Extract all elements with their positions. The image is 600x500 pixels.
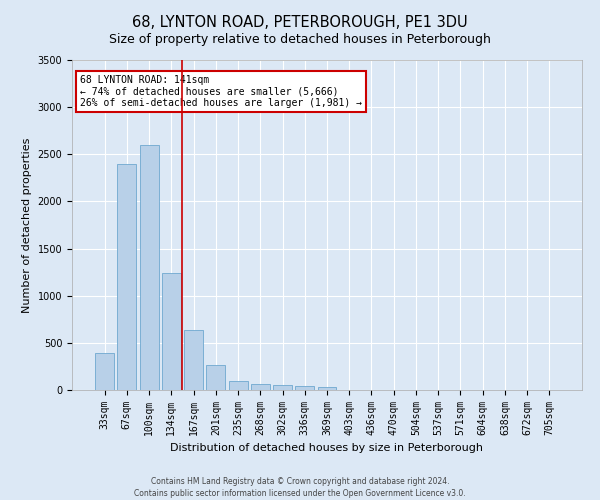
Bar (206, 366, 225, 390)
Bar (162, 273, 181, 390)
Text: 68, LYNTON ROAD, PETERBOROUGH, PE1 3DU: 68, LYNTON ROAD, PETERBOROUGH, PE1 3DU (132, 15, 468, 30)
X-axis label: Distribution of detached houses by size in Peterborough: Distribution of detached houses by size … (170, 444, 484, 454)
Bar (317, 387, 337, 390)
Bar (229, 380, 248, 390)
Bar (273, 385, 292, 390)
Text: 68 LYNTON ROAD: 141sqm
← 74% of detached houses are smaller (5,666)
26% of semi-: 68 LYNTON ROAD: 141sqm ← 74% of detached… (80, 75, 362, 108)
Text: Contains HM Land Registry data © Crown copyright and database right 2024.
Contai: Contains HM Land Registry data © Crown c… (134, 476, 466, 498)
Bar (140, 145, 158, 390)
Y-axis label: Number of detached properties: Number of detached properties (22, 138, 32, 312)
Text: Size of property relative to detached houses in Peterborough: Size of property relative to detached ho… (109, 32, 491, 46)
Bar (184, 330, 203, 390)
Bar (95, 353, 114, 390)
Bar (118, 164, 136, 390)
Bar (251, 384, 270, 390)
Bar (295, 386, 314, 390)
